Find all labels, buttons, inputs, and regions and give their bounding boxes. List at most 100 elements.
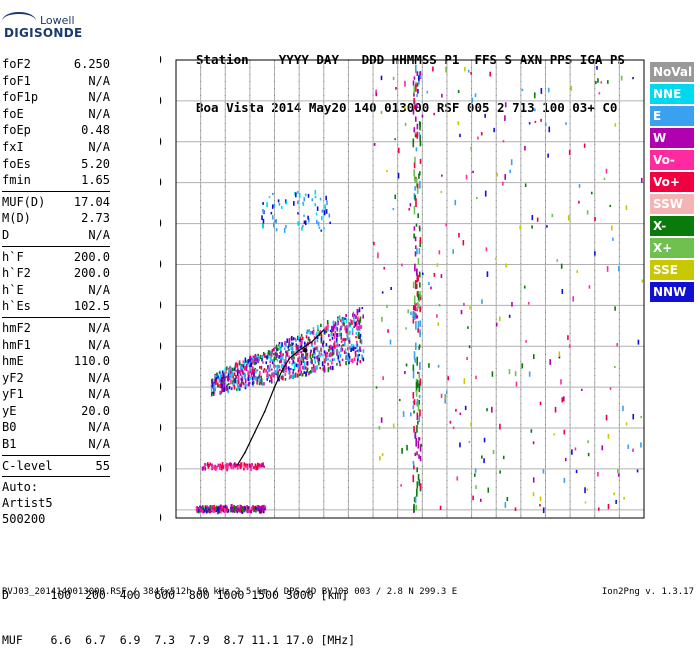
echo-point-scattered-noise [471,97,474,103]
echo-point-scattered-noise [479,498,482,502]
echo-point-Es-layer-200 [224,464,227,467]
echo-point-F-layer-trace [276,347,278,352]
echo-point-scattered-noise [627,444,630,449]
echo-point-F-layer-trace [276,359,279,362]
echo-point-Es-layer-lower [261,507,264,510]
echo-point-F-layer-trace [336,332,339,338]
trace-curve-point [263,410,266,413]
echo-point-Es-layer-200 [251,462,253,467]
legend-item-sse: SSE [650,260,694,280]
param-value: 17.04 [73,194,110,209]
echo-point-Es-layer-200 [237,464,239,468]
echo-point-high-echoes [303,220,306,224]
param-value: N/A [88,420,110,435]
echo-point-Es-layer-200 [257,466,260,469]
echo-point-scattered-noise [607,80,609,84]
echo-point-scattered-noise [380,75,383,81]
echo-point-high-echoes [314,195,317,199]
echo-point-high-echoes [302,203,305,206]
echo-point-high-echoes [262,202,264,205]
echo-point-F-layer-trace [349,319,352,322]
echo-point-F-layer-trace [350,347,352,353]
echo-point-F-layer-trace [291,346,294,352]
echo-point-F-layer-trace [306,361,309,366]
echo-point-Es-layer-200 [246,467,249,471]
echo-point-F-layer-trace [216,372,218,377]
echo-point-F-layer-trace [295,339,297,342]
echo-point-high-echoes [324,209,327,212]
echo-point-high-echoes [325,195,327,201]
echo-point-F-layer-trace [211,386,213,389]
echo-point-F-layer-trace [322,368,325,372]
echo-point-F-layer-trace [312,327,315,330]
echo-point-F-layer-trace [251,376,254,381]
echo-point-F-layer-trace [341,318,343,324]
echo-point-F-layer-trace [362,357,365,362]
echo-point-scattered-noise [459,442,461,448]
param-value: N/A [88,73,110,88]
echo-point-noise-column-11 [415,437,417,447]
echo-point-scattered-noise [383,266,386,270]
echo-point-F-layer-trace [312,347,315,351]
echo-point-scattered-noise [617,266,620,272]
echo-point-scattered-noise [605,168,608,174]
echo-point-noise-column-11 [413,193,416,200]
logo-digisonde-text: DIGISONDE [4,26,83,40]
echo-point-high-echoes [261,215,263,220]
echo-point-F-layer-trace [304,356,306,360]
echo-point-Es-layer-lower [231,508,234,513]
echo-point-scattered-noise [525,340,527,343]
echo-point-scattered-noise [615,499,617,504]
echo-point-F-layer-trace [227,377,230,382]
echo-point-scattered-noise [437,322,440,326]
echo-point-scattered-noise [452,249,454,254]
echo-point-F-layer-trace [341,325,343,328]
legend-item-nne: NNE [650,84,694,104]
echo-point-Es-layer-200 [260,463,263,468]
echo-point-F-layer-trace [353,357,356,362]
echo-point-F-layer-trace [225,387,228,391]
echo-point-scattered-noise [408,208,411,211]
version-label: Ion2Png v. 1.3.17 [601,587,694,597]
echo-point-F-layer-trace [218,384,221,389]
echo-point-scattered-noise [468,69,470,73]
echo-point-F-layer-trace [230,387,233,391]
echo-point-F-layer-trace [299,363,302,367]
echo-point-F-layer-trace [320,347,323,353]
param-value: 1.65 [81,173,110,188]
echo-point-Es-layer-lower [221,505,224,509]
echo-point-F-layer-trace [277,371,279,376]
echo-point-Es-layer-200 [250,466,252,472]
echo-point-Es-layer-lower [256,509,259,512]
echo-point-F-layer-trace [300,338,303,341]
echo-point-F-layer-trace [221,371,224,374]
echo-point-noise-column-11 [415,283,418,289]
echo-point-high-echoes [302,201,304,205]
echo-point-F-layer-trace [224,380,227,384]
param-value: 6.250 [73,57,110,71]
echo-point-F-layer-trace [339,328,341,333]
echo-point-scattered-noise [560,379,562,385]
echo-point-scattered-noise [463,378,466,385]
echo-point-noise-column-11 [418,371,421,379]
echo-point-F-layer-trace [281,355,284,360]
echo-point-high-echoes [262,209,265,214]
echo-point-scattered-noise [587,452,590,457]
echo-point-F-layer-trace [251,381,254,386]
echo-point-F-layer-trace [294,337,297,340]
param-value: N/A [88,437,110,452]
trace-curve-point [244,451,246,454]
echo-point-F-layer-trace [244,378,247,384]
echo-point-Es-layer-200 [221,462,224,468]
echo-point-scattered-noise [449,420,452,424]
echo-point-noise-column-11 [418,437,420,441]
echo-point-scattered-noise [381,316,383,322]
echo-point-noise-column-11 [418,383,421,393]
echo-point-F-layer-trace [357,318,359,322]
echo-point-F-layer-trace [336,348,339,354]
echo-point-F-layer-trace [300,360,303,366]
echo-point-F-layer-trace [237,368,239,374]
echo-point-noise-column-11 [418,173,420,179]
echo-point-noise-column-11 [415,504,417,511]
echo-point-Es-layer-lower [211,505,213,511]
